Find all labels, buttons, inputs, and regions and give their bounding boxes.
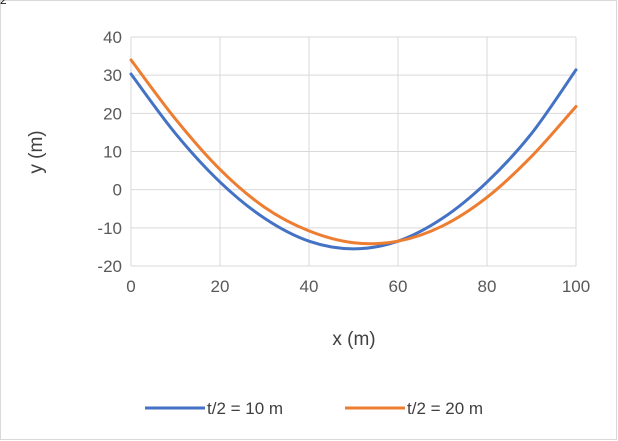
legend-label-1: t/2 = 10 m [207, 399, 283, 418]
series-line-2 [129, 58, 578, 246]
y-tick-label: -10 [97, 219, 122, 238]
series-lines [129, 58, 578, 251]
x-tick-label: 60 [389, 277, 408, 296]
x-tick-label: 20 [211, 277, 230, 296]
y-axis-title: y (m) [26, 130, 47, 173]
y-tick-labels: 40 30 20 10 0 -10 -20 [97, 28, 122, 276]
x-axis-title: x (m) [332, 329, 375, 350]
y-tick-label: 0 [113, 181, 122, 200]
corner-mark: 2 [0, 0, 7, 7]
y-tick-label: 30 [103, 66, 122, 85]
gridlines [130, 36, 577, 267]
x-tick-label: 40 [300, 277, 319, 296]
y-tick-label: 10 [103, 143, 122, 162]
series-line-1 [129, 68, 578, 251]
y-tick-label: -20 [97, 257, 122, 276]
y-tick-label: 20 [103, 104, 122, 123]
x-tick-labels: 0 20 40 60 80 100 [126, 277, 590, 296]
x-tick-label: 100 [562, 277, 590, 296]
x-tick-label: 80 [478, 277, 497, 296]
y-tick-label: 40 [103, 28, 122, 47]
legend-label-2: t/2 = 20 m [407, 399, 483, 418]
legend: t/2 = 10 m t/2 = 20 m [145, 399, 483, 418]
x-tick-label: 0 [126, 277, 135, 296]
